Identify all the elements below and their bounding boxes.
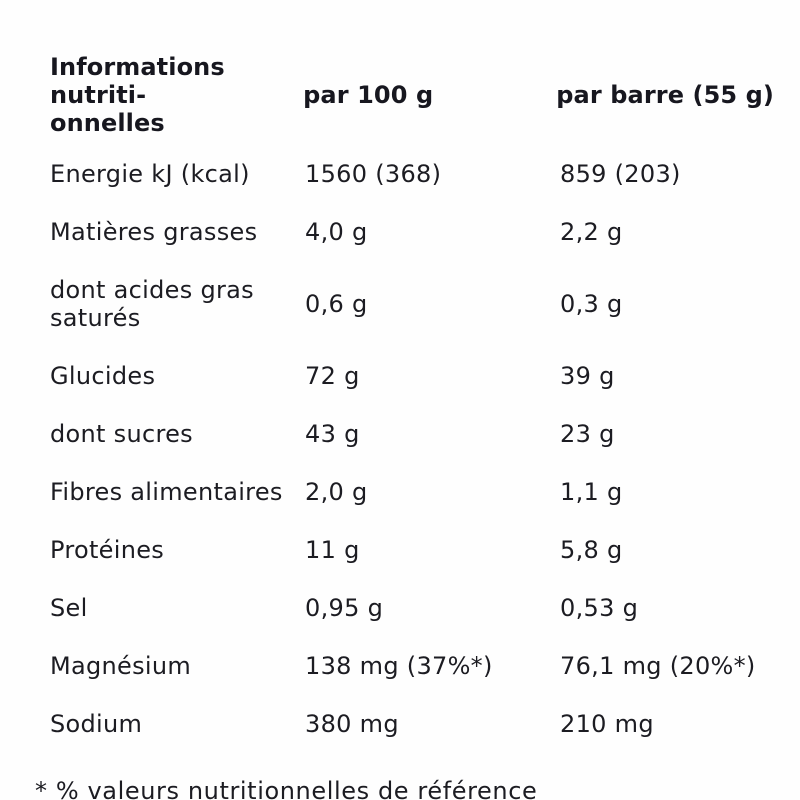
table-row-proteines: Protéines 11 g 5,8 g xyxy=(50,521,774,579)
nutrient-label: Fibres alimentaires xyxy=(50,478,283,506)
nutrient-label: Sel xyxy=(50,594,88,622)
value-per-bar: 859 (203) xyxy=(560,160,681,188)
nutrient-label: dont sucres xyxy=(50,420,193,448)
table-row-sucres: dont sucres 43 g 23 g xyxy=(50,405,774,463)
nutrient-label: Energie kJ (kcal) xyxy=(50,160,250,188)
value-per-bar: 76,1 mg (20%*) xyxy=(560,652,756,680)
value-per-100g: 0,95 g xyxy=(305,594,384,622)
value-per-bar: 0,3 g xyxy=(560,290,623,318)
value-per-100g: 4,0 g xyxy=(305,218,368,246)
table-header-title: Informations nutriti- onnelles xyxy=(50,53,303,137)
value-per-100g: 380 mg xyxy=(305,710,399,738)
nutrient-label: Magnésium xyxy=(50,652,192,680)
table-row-fibres: Fibres alimentaires 2,0 g 1,1 g xyxy=(50,463,774,521)
value-per-bar: 210 mg xyxy=(560,710,654,738)
nutrient-label: dont acides gras saturés xyxy=(50,276,254,332)
table-row-acides-gras-satures: dont acides gras saturés 0,6 g 0,3 g xyxy=(50,261,774,347)
value-per-100g: 1560 (368) xyxy=(305,160,442,188)
table-row-sodium: Sodium 380 mg 210 mg xyxy=(50,695,774,753)
value-per-bar: 39 g xyxy=(560,362,615,390)
table-header-title-line2: onnelles xyxy=(50,109,165,137)
value-per-bar: 1,1 g xyxy=(560,478,623,506)
table-row-matieres-grasses: Matières grasses 4,0 g 2,2 g xyxy=(50,203,774,261)
nutrient-label: Glucides xyxy=(50,362,156,390)
value-per-100g: 11 g xyxy=(305,536,360,564)
table-row-sel: Sel 0,95 g 0,53 g xyxy=(50,579,774,637)
value-per-bar: 2,2 g xyxy=(560,218,623,246)
value-per-bar: 23 g xyxy=(560,420,615,448)
value-per-100g: 0,6 g xyxy=(305,290,368,318)
value-per-100g: 72 g xyxy=(305,362,360,390)
value-per-bar: 0,53 g xyxy=(560,594,639,622)
table-row-magnesium: Magnésium 138 mg (37%*) 76,1 mg (20%*) xyxy=(50,637,774,695)
value-per-100g: 43 g xyxy=(305,420,360,448)
table-header-per-100g: par 100 g xyxy=(303,81,434,109)
table-header-per-bar: par barre (55 g) xyxy=(556,81,774,109)
nutrient-label: Sodium xyxy=(50,710,143,738)
nutrient-label: Protéines xyxy=(50,536,165,564)
value-per-100g: 2,0 g xyxy=(305,478,368,506)
footnote-reference: * % valeurs nutritionnelles de référence xyxy=(35,777,538,800)
table-header-row: Informations nutriti- onnelles par 100 g… xyxy=(50,53,774,137)
value-per-bar: 5,8 g xyxy=(560,536,623,564)
nutrient-label: Matières grasses xyxy=(50,218,258,246)
table-header-title-line1: Informations nutriti- xyxy=(50,53,225,109)
table-row-glucides: Glucides 72 g 39 g xyxy=(50,347,774,405)
value-per-100g: 138 mg (37%*) xyxy=(305,652,493,680)
table-row-energie: Energie kJ (kcal) 1560 (368) 859 (203) xyxy=(50,145,774,203)
